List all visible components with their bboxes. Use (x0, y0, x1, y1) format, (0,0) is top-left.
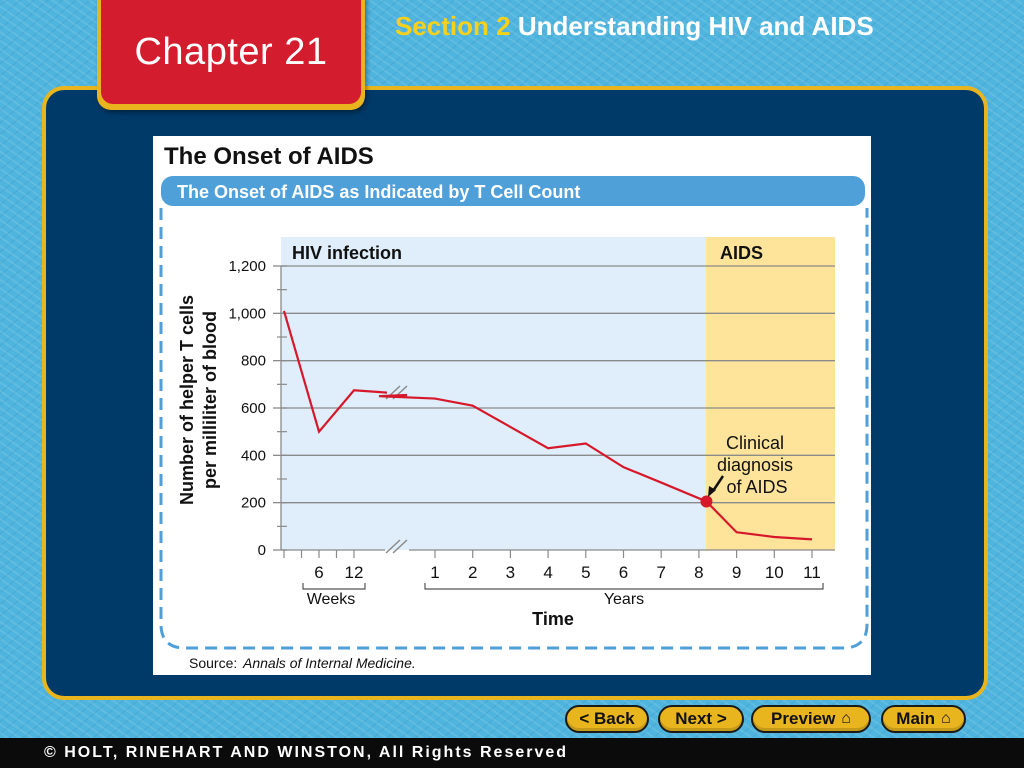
gridlines (281, 265, 835, 504)
x-tick-label: 4 (543, 563, 552, 582)
source-text: Annals of Internal Medicine. (242, 655, 416, 671)
series-line-years (378, 393, 813, 541)
x-tick-label: 9 (732, 563, 741, 582)
y-axis-label-line1: Number of helper T cells (177, 295, 197, 505)
x-tick-label: 6 (314, 563, 323, 582)
next-button-label: Next > (675, 709, 727, 728)
x-group-label-years: Years (604, 591, 644, 608)
section-title: Understanding HIV and AIDS (517, 11, 874, 41)
x-tick-label: 7 (656, 563, 665, 582)
preview-button[interactable]: Preview ⌂ (751, 705, 871, 733)
next-button[interactable]: Next > (658, 705, 744, 733)
y-tick-label: 200 (241, 495, 266, 512)
region-aids (706, 237, 835, 550)
region-label-aids: AIDS (720, 243, 763, 263)
y-tick-label: 400 (241, 447, 266, 464)
preview-button-label: Preview (771, 709, 836, 728)
y-axis-label-line2: per milliliter of blood (200, 311, 220, 489)
chapter-tab-inner: Chapter 21 (101, 0, 361, 104)
annotation-line3: of AIDS (726, 477, 787, 497)
back-button-label: < Back (579, 709, 635, 728)
x-axis-break-mark (392, 539, 408, 554)
weeks-bracket (302, 583, 366, 590)
x-tick-label: 10 (765, 563, 784, 582)
section-heading: Section 2 Understanding HIV and AIDS (395, 10, 915, 43)
region-label-hiv: HIV infection (292, 243, 402, 263)
series-line-weeks (282, 310, 388, 434)
x-tick-label: 3 (506, 563, 515, 582)
source-label: Source: (189, 655, 237, 671)
x-axis-title: Time (532, 609, 574, 629)
x-group-label-weeks: Weeks (307, 591, 356, 608)
home-icon: ⌂ (841, 710, 851, 727)
x-tick-label: 2 (468, 563, 477, 582)
chart-figure: The Onset of AIDS The Onset of AIDS as I… (153, 136, 871, 675)
figure-banner (161, 176, 865, 206)
section-number: Section 2 (395, 11, 511, 41)
figure-banner-text: The Onset of AIDS as Indicated by T Cell… (177, 182, 580, 202)
years-bracket (424, 583, 824, 590)
y-tick-label: 800 (241, 353, 266, 370)
x-tick-label: 12 (345, 563, 364, 582)
x-tick-label: 5 (581, 563, 590, 582)
copyright-footer: © HOLT, RINEHART AND WINSTON, All Rights… (0, 738, 1024, 768)
y-tick-label: 0 (258, 542, 266, 559)
y-tick-label: 1,200 (228, 258, 266, 275)
diagnosis-point-marker (700, 495, 713, 508)
x-tick-label: 8 (694, 563, 703, 582)
y-tick-label: 600 (241, 400, 266, 417)
annotation-arrow (711, 475, 725, 492)
figure-title: The Onset of AIDS (164, 143, 374, 170)
main-button[interactable]: Main ⌂ (881, 705, 966, 733)
annotation-arrow-head (708, 486, 716, 497)
annotation-line2: diagnosis (717, 455, 793, 475)
chapter-title: Chapter 21 (134, 30, 328, 73)
copyright-text: © HOLT, RINEHART AND WINSTON, All Rights… (44, 744, 569, 761)
figure-dashed-frame (159, 208, 869, 650)
main-button-label: Main (896, 709, 936, 728)
x-tick-label: 1 (430, 563, 439, 582)
chart-svg: The Onset of AIDS The Onset of AIDS as I… (159, 143, 869, 671)
home-icon: ⌂ (941, 710, 951, 727)
series-t-cells (282, 310, 813, 541)
back-button[interactable]: < Back (565, 705, 649, 733)
x-tick-label: 11 (803, 563, 821, 582)
chapter-tab: Chapter 21 (97, 0, 365, 110)
x-tick-label: 6 (619, 563, 628, 582)
y-tick-label: 1,000 (228, 305, 266, 322)
x-axis-break-mark (385, 539, 401, 554)
y-axis: 0 200 400 600 800 1,000 1,200 (228, 258, 287, 559)
annotation-line1: Clinical (726, 433, 784, 453)
